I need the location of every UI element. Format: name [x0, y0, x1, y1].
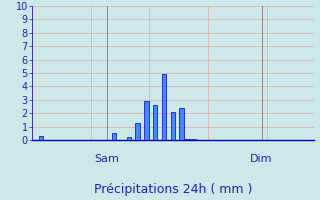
Bar	[171, 112, 175, 140]
Bar	[135, 123, 140, 140]
Bar	[39, 136, 43, 140]
Bar	[153, 105, 157, 140]
Bar	[112, 133, 116, 140]
Bar	[144, 101, 148, 140]
Bar	[191, 139, 196, 140]
Bar	[162, 74, 166, 140]
Bar	[127, 137, 131, 140]
Bar	[180, 108, 184, 140]
Text: Précipitations 24h ( mm ): Précipitations 24h ( mm )	[94, 183, 252, 196]
Text: Dim: Dim	[250, 154, 273, 164]
Bar	[185, 139, 190, 140]
Text: Sam: Sam	[94, 154, 119, 164]
